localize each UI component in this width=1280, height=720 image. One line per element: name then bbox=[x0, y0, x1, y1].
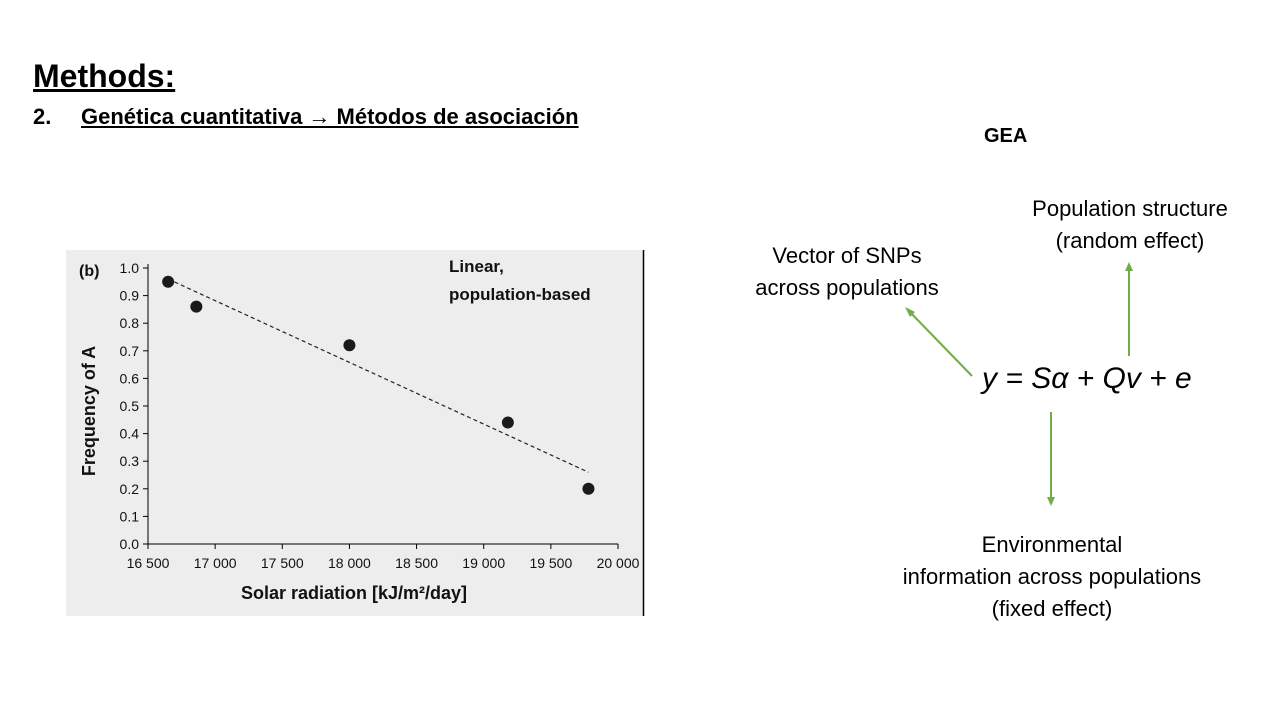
section-subtitle: 2. Genética cuantitativa → Métodos de aso… bbox=[33, 104, 579, 130]
chart-annotation-line: Linear, bbox=[449, 257, 504, 276]
population-note-line-2: (random effect) bbox=[1055, 228, 1205, 253]
snps-note-line-2: across populations bbox=[755, 275, 939, 300]
y-tick-label: 1.0 bbox=[120, 260, 140, 276]
y-tick-label: 0.0 bbox=[120, 536, 140, 552]
data-point bbox=[501, 416, 514, 429]
trendline bbox=[167, 278, 589, 473]
x-tick-label: 17 500 bbox=[261, 555, 304, 571]
arrow-head-environment bbox=[1047, 497, 1055, 506]
y-tick-label: 0.7 bbox=[120, 343, 140, 359]
population-structure-note: Population structure (random effect) bbox=[1000, 193, 1260, 257]
section-number: 2. bbox=[33, 104, 52, 129]
chart-background bbox=[66, 250, 643, 616]
x-tick-label: 19 500 bbox=[529, 555, 572, 571]
y-tick-label: 0.2 bbox=[120, 481, 140, 497]
y-axis-label: Frequency of A bbox=[79, 346, 99, 476]
environment-note-line-2: information across populations bbox=[902, 564, 1202, 589]
data-point bbox=[582, 482, 595, 495]
x-tick-label: 18 500 bbox=[395, 555, 438, 571]
y-tick-label: 0.9 bbox=[120, 288, 140, 304]
x-tick-label: 20 000 bbox=[597, 555, 640, 571]
gea-heading: GEA bbox=[984, 125, 1028, 147]
x-tick-label: 18 000 bbox=[328, 555, 371, 571]
x-tick-label: 17 000 bbox=[194, 555, 237, 571]
slide-title: Methods: bbox=[33, 58, 176, 94]
y-tick-label: 0.4 bbox=[120, 426, 140, 442]
data-point bbox=[343, 339, 356, 352]
environment-note-line-3: (fixed effect) bbox=[991, 596, 1113, 621]
x-tick-label: 16 500 bbox=[127, 555, 170, 571]
frequency-chart: 0.0 0.1 0.2 0.3 0.4 0.5 0.6 0.7 0.8 0.9 1.0 16 500 1… bbox=[66, 250, 646, 616]
x-tick-label: 19 000 bbox=[462, 555, 505, 571]
y-tick-label: 0.3 bbox=[120, 453, 140, 469]
y-tick-label: 0.1 bbox=[120, 508, 140, 524]
population-note-line-1: Population structure bbox=[1032, 196, 1228, 221]
data-point bbox=[162, 275, 175, 288]
data-point bbox=[190, 300, 203, 313]
snps-note-line-1: Vector of SNPs bbox=[772, 243, 922, 268]
section-subtitle-text: Genética cuantitativa → Métodos de asoci… bbox=[81, 104, 579, 129]
environment-note-line-1: Environmental bbox=[981, 532, 1123, 557]
panel-label: (b) bbox=[79, 263, 99, 280]
arrow-head-snps bbox=[905, 307, 915, 317]
snps-note: Vector of SNPs across populations bbox=[732, 240, 962, 304]
frequency-chart-svg: 0.0 0.1 0.2 0.3 0.4 0.5 0.6 0.7 0.8 0.9 1.0 16 500 1… bbox=[66, 250, 645, 616]
x-axis-label: Solar radiation [kJ/m²/day] bbox=[241, 583, 467, 603]
arrow-to-snps bbox=[906, 308, 973, 377]
gea-formula: y = Sα + Qv + e bbox=[982, 362, 1192, 395]
arrow-head-population bbox=[1125, 262, 1133, 271]
environment-note: Environmental information across populat… bbox=[872, 529, 1232, 625]
y-tick-label: 0.6 bbox=[120, 370, 140, 386]
arrow-group bbox=[905, 262, 1133, 506]
y-tick-label: 0.5 bbox=[120, 398, 140, 414]
chart-annotation-line: population-based bbox=[449, 285, 591, 304]
y-tick-label: 0.8 bbox=[120, 315, 140, 331]
